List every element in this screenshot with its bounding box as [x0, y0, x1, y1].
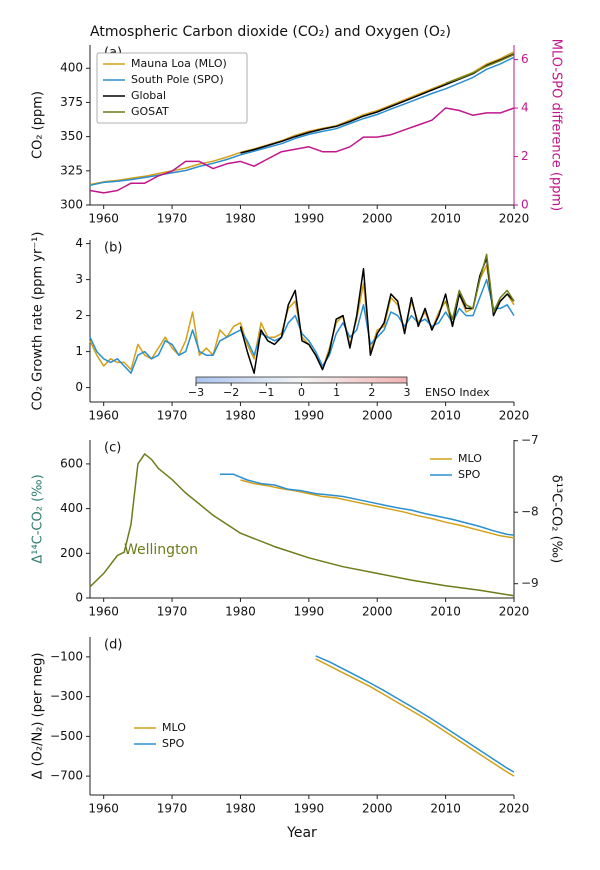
x-tick-label: 1990: [294, 409, 325, 423]
series-line: [89, 51, 515, 186]
y2-tick-label: −9: [521, 576, 539, 590]
x-tick-label: 1980: [225, 605, 256, 619]
legend-label: MLO: [162, 721, 186, 734]
x-tick-label: 1990: [294, 212, 325, 226]
legend-label: South Pole (SPO): [131, 73, 224, 86]
y-tick-label: −300: [50, 689, 83, 703]
legend-label: SPO: [162, 737, 185, 750]
x-tick-label: 1970: [157, 605, 188, 619]
series-line: [445, 53, 515, 85]
y-tick-label: 375: [60, 95, 83, 109]
series-line: [315, 658, 515, 777]
chart-title: Atmospheric Carbon dioxide (CO₂) and Oxy…: [90, 24, 451, 40]
colorbar-tick-label: −2: [223, 386, 239, 399]
colorbar-tick-label: −3: [188, 386, 204, 399]
x-tick-label: 2000: [362, 605, 393, 619]
x-axis-label: Year: [286, 825, 317, 841]
y-tick-label: 600: [60, 456, 83, 470]
colorbar-tick-label: −1: [258, 386, 274, 399]
panel-label: (d): [104, 638, 122, 653]
series-line: [240, 53, 515, 154]
y-tick-label: 3: [75, 272, 83, 286]
y-tick-label: 2: [75, 308, 83, 322]
panel-label: (b): [104, 241, 122, 256]
x-tick-label: 2020: [499, 212, 530, 226]
x-tick-label: 2000: [362, 802, 393, 816]
x-tick-label: 1960: [88, 212, 119, 226]
series-line: [239, 257, 515, 374]
legend-label: SPO: [458, 468, 481, 481]
colorbar-label: ENSO Index: [425, 386, 490, 399]
series-line: [89, 107, 515, 194]
y2-axis-label: MLO-SPO difference (ppm): [549, 39, 564, 211]
y-tick-label: −700: [50, 769, 83, 783]
x-tick-label: 1980: [225, 409, 256, 423]
x-tick-label: 1970: [157, 409, 188, 423]
y-axis-label: Δ¹⁴C-CO₂ (‰): [31, 474, 46, 563]
legend-frame: [96, 52, 248, 124]
y2-tick-label: 2: [521, 149, 529, 163]
series-line: [240, 479, 515, 539]
x-tick-label: 2010: [430, 212, 461, 226]
series-line: [315, 655, 515, 773]
series-line: [444, 253, 515, 320]
x-tick-label: 2010: [430, 802, 461, 816]
y2-tick-label: 6: [521, 52, 529, 66]
x-tick-label: 2000: [362, 212, 393, 226]
x-tick-label: 2000: [362, 409, 393, 423]
colorbar-tick-label: 3: [404, 386, 411, 399]
y-axis-label: CO₂ (ppm): [31, 91, 46, 159]
y-tick-label: 400: [60, 61, 83, 75]
y-tick-label: −500: [50, 729, 83, 743]
y2-tick-label: −7: [521, 433, 539, 447]
x-tick-label: 2010: [430, 605, 461, 619]
series-line: [89, 278, 515, 374]
y-tick-label: 200: [60, 546, 83, 560]
x-tick-label: 2020: [499, 605, 530, 619]
colorbar: [195, 376, 408, 384]
colorbar-tick-label: 2: [368, 386, 375, 399]
x-tick-label: 1970: [157, 212, 188, 226]
y-tick-label: 400: [60, 501, 83, 515]
legend-label: GOSAT: [131, 105, 169, 118]
y-tick-label: 0: [75, 591, 83, 605]
y-axis-label: CO₂ Growth rate (ppm yr⁻¹): [31, 232, 46, 411]
y-tick-label: 1: [75, 344, 83, 358]
annotation: Wellington: [124, 542, 198, 558]
legend-label: MLO: [458, 452, 482, 465]
colorbar-tick-label: 0: [298, 386, 305, 399]
y-tick-label: 350: [60, 129, 83, 143]
y-tick-label: 325: [60, 163, 83, 177]
x-tick-label: 2020: [499, 802, 530, 816]
series-line: [89, 453, 515, 597]
y-tick-label: −100: [50, 649, 83, 663]
x-tick-label: 1970: [157, 802, 188, 816]
series-line: [219, 473, 515, 536]
y2-axis-label: δ¹³C-CO₂ (‰): [549, 475, 564, 563]
legend-label: Global: [131, 89, 166, 102]
x-tick-label: 1980: [225, 212, 256, 226]
x-tick-label: 1990: [294, 802, 325, 816]
x-tick-label: 1960: [88, 409, 119, 423]
y-tick-label: 300: [60, 198, 83, 212]
y2-tick-label: 4: [521, 101, 529, 115]
x-tick-label: 2020: [499, 409, 530, 423]
y-tick-label: 0: [75, 380, 83, 394]
legend-label: Mauna Loa (MLO): [131, 57, 227, 70]
x-tick-label: 1960: [88, 605, 119, 619]
y2-tick-label: 0: [521, 198, 529, 212]
colorbar-tick-label: 1: [333, 386, 340, 399]
y-axis-label: Δ (O₂/N₂) (per meg): [31, 653, 46, 780]
x-tick-label: 1980: [225, 802, 256, 816]
panel-label: (c): [104, 441, 121, 456]
x-tick-label: 1990: [294, 605, 325, 619]
y2-tick-label: −8: [521, 505, 539, 519]
x-tick-label: 2010: [430, 409, 461, 423]
x-tick-label: 1960: [88, 802, 119, 816]
y-tick-label: 4: [75, 236, 83, 250]
